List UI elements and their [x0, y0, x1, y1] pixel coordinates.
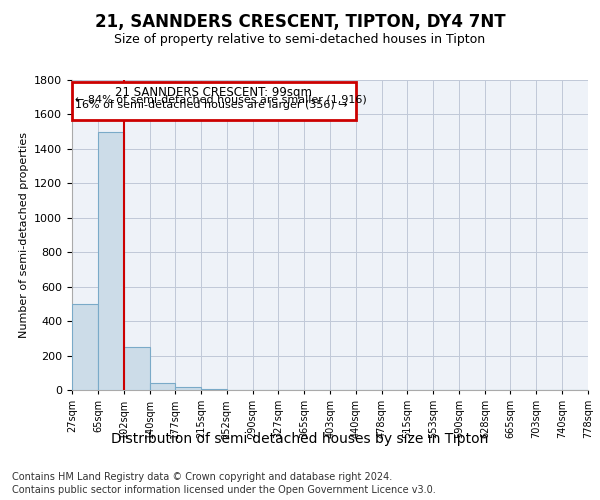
- Bar: [175, 386, 201, 390]
- Text: Distribution of semi-detached houses by size in Tipton: Distribution of semi-detached houses by …: [112, 432, 488, 446]
- Text: Contains public sector information licensed under the Open Government Licence v3: Contains public sector information licen…: [12, 485, 436, 495]
- Text: 21 SANNDERS CRESCENT: 99sqm: 21 SANNDERS CRESCENT: 99sqm: [115, 86, 313, 99]
- Text: ← 84% of semi-detached houses are smaller (1,916): ← 84% of semi-detached houses are smalle…: [76, 94, 367, 104]
- Y-axis label: Number of semi-detached properties: Number of semi-detached properties: [19, 132, 29, 338]
- Text: Contains HM Land Registry data © Crown copyright and database right 2024.: Contains HM Land Registry data © Crown c…: [12, 472, 392, 482]
- FancyBboxPatch shape: [72, 82, 356, 120]
- Bar: [124, 347, 149, 390]
- Text: Size of property relative to semi-detached houses in Tipton: Size of property relative to semi-detach…: [115, 32, 485, 46]
- Text: 21, SANNDERS CRESCENT, TIPTON, DY4 7NT: 21, SANNDERS CRESCENT, TIPTON, DY4 7NT: [95, 12, 505, 30]
- Bar: [149, 383, 175, 390]
- Text: 16% of semi-detached houses are larger (356) →: 16% of semi-detached houses are larger (…: [76, 100, 348, 110]
- Bar: [98, 132, 124, 390]
- Bar: [72, 304, 98, 390]
